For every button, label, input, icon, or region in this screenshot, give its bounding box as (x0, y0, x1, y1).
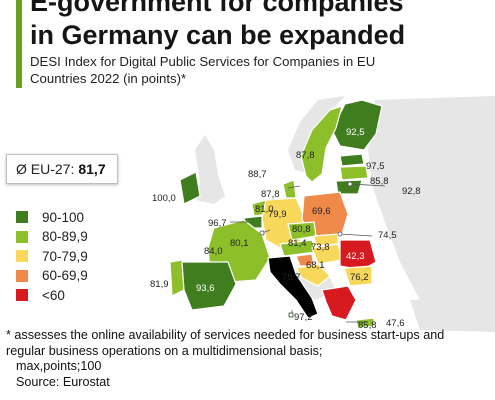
eu-countries (169, 99, 383, 329)
subtitle-line-1: DESI Index for Digital Public Services f… (30, 54, 376, 69)
country-spain (181, 261, 237, 311)
label-cyprus: 85,8 (358, 320, 377, 331)
legend-item: <60 (16, 286, 88, 304)
page-title: E-government for companies in Germany ca… (30, 0, 490, 52)
dot-markers (259, 181, 353, 318)
eu-average-box: Ø EU-27: 81,7 (6, 154, 118, 184)
legend-swatch (16, 269, 28, 282)
legend-item: 70-79,9 (16, 247, 88, 265)
label-czechia: 80,8 (292, 224, 311, 235)
label-slovakia: 74,5 (378, 230, 397, 241)
label-netherlands: 81,0 (255, 204, 274, 215)
label-romania: 42,3 (346, 251, 365, 262)
label-france: 80,1 (230, 238, 249, 249)
label-luxembourg: 84,0 (204, 246, 223, 257)
legend-swatch (16, 289, 28, 301)
legend-swatch (16, 250, 28, 262)
non-eu-turkey (410, 296, 495, 332)
footnote: * assesses the online availability of se… (6, 328, 492, 390)
label-latvia: 85,8 (370, 176, 389, 187)
label-ireland: 100,0 (152, 193, 176, 204)
label-croatia: 78,7 (282, 272, 301, 283)
subtitle: DESI Index for Digital Public Services f… (30, 53, 470, 87)
label-hungary: 73,8 (311, 242, 330, 253)
legend-label: 90-100 (42, 209, 85, 225)
label-austria: 81,4 (288, 238, 307, 249)
country-finland (331, 99, 383, 151)
country-denmark (282, 179, 297, 199)
country-ireland (179, 171, 201, 205)
country-italy (267, 255, 319, 319)
label-spain: 93,6 (196, 283, 215, 294)
footnote-line-2: regular business operations on a multidi… (6, 343, 323, 358)
country-lithuania (335, 179, 363, 195)
country-croatia (295, 263, 331, 287)
non-eu-russia-region (368, 96, 495, 330)
label-malta: 97,2 (294, 312, 313, 323)
footnote-line-1: * assesses the online availability of se… (6, 328, 445, 342)
legend-swatch (16, 230, 28, 243)
source-line: Source: Eurostat (16, 374, 110, 389)
legend-item: 90-100 (16, 208, 88, 226)
title-accent-bar (16, 0, 22, 88)
label-norway-area: 88,7 (248, 169, 267, 180)
country-bulgaria (343, 265, 373, 287)
label-slovenia: 68,1 (306, 260, 325, 271)
legend-swatch (16, 211, 28, 223)
eu-average-label: Ø EU-27: (16, 161, 75, 177)
label-bulgaria: 76,2 (350, 272, 369, 283)
footnote-line-3: max,points;100 (16, 359, 102, 373)
label-lithuania: 92,8 (402, 186, 421, 197)
legend-label: 60-69,9 (42, 268, 88, 283)
legend-item: 80-89,9 (16, 228, 88, 246)
legend-label: 80-89,9 (42, 229, 88, 244)
non-eu-uk (195, 135, 225, 204)
title-line-2: in Germany can be expanded (30, 20, 406, 50)
label-poland: 69,6 (312, 206, 331, 217)
label-estonia: 97,5 (366, 161, 385, 172)
country-sweden (300, 105, 343, 183)
legend-label: <60 (42, 287, 65, 303)
country-greece (321, 285, 357, 321)
country-latvia (339, 165, 369, 181)
subtitle-line-2: Countries 2022 (in points)* (30, 71, 187, 86)
label-denmark: 87,8 (261, 189, 280, 200)
title-line-1: E-government for companies (30, 0, 404, 17)
eu-average-value: 81,7 (78, 161, 106, 177)
label-greece: 47,6 (386, 318, 405, 329)
label-sweden: 87,8 (296, 150, 315, 161)
label-germany: 79,9 (268, 209, 287, 220)
country-cyprus (355, 317, 375, 329)
legend-item: 60-69,9 (16, 267, 88, 285)
label-belgium: 96,7 (208, 218, 227, 229)
legend: 90-100 80-89,9 70-79,9 60-69,9 <60 (16, 208, 88, 306)
label-finland: 92,5 (346, 127, 365, 138)
label-portugal: 81,9 (150, 279, 169, 290)
country-estonia (339, 153, 365, 167)
legend-label: 70-79,9 (42, 248, 88, 264)
value-labels: 92,5 87,8 88,7 97,5 85,8 92,8 100,0 87,8… (150, 127, 421, 331)
